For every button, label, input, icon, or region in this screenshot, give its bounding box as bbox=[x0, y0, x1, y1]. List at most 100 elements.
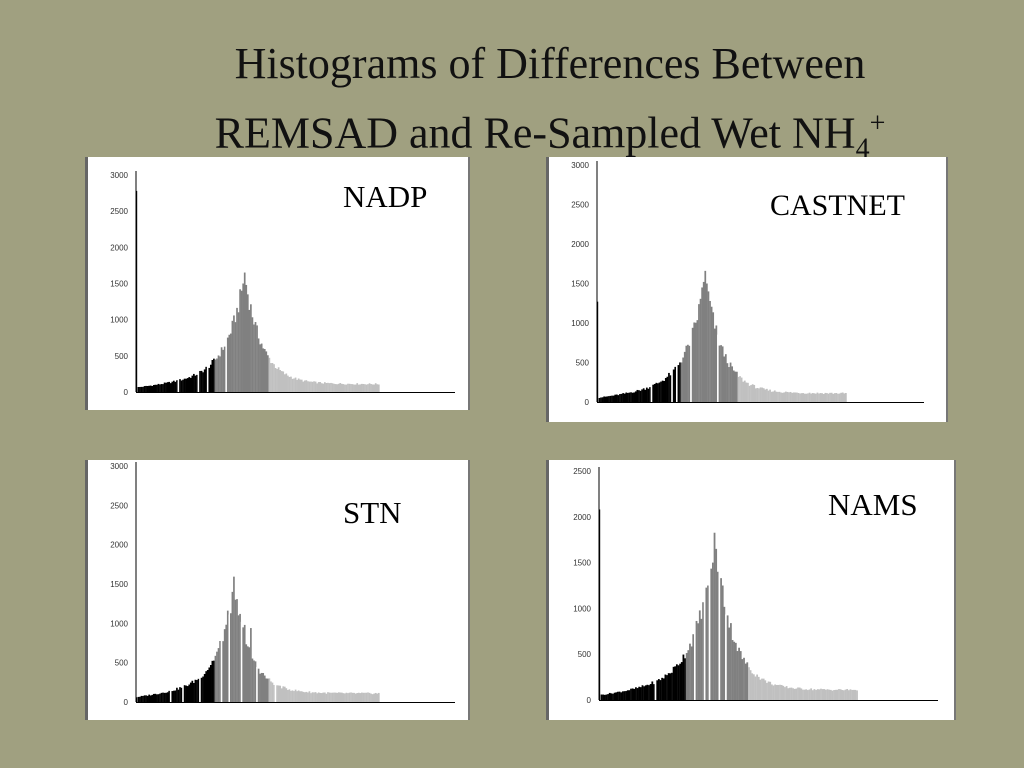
histogram-bar bbox=[795, 688, 798, 700]
histogram-bar bbox=[246, 646, 249, 702]
histogram-bar bbox=[337, 692, 340, 702]
histogram-bar bbox=[316, 383, 318, 392]
histogram-bar bbox=[815, 690, 817, 700]
histogram-bar bbox=[611, 395, 613, 402]
histogram-bar bbox=[320, 383, 323, 392]
histogram-bar bbox=[376, 693, 379, 702]
histogram-bar bbox=[270, 681, 272, 702]
histogram-bar bbox=[767, 681, 770, 700]
histogram-bar bbox=[282, 686, 285, 702]
histogram-bar bbox=[345, 384, 348, 392]
histogram-bar bbox=[274, 682, 277, 702]
histogram-bar bbox=[209, 665, 212, 702]
histogram-bar bbox=[205, 671, 208, 702]
histogram-bar bbox=[733, 641, 736, 700]
histogram-bar bbox=[350, 384, 352, 392]
histogram-bar bbox=[608, 692, 611, 700]
histogram-bar bbox=[829, 689, 832, 700]
histogram-bar bbox=[251, 658, 254, 702]
histogram-bar bbox=[821, 689, 824, 700]
y-tick-label: 2500 bbox=[573, 467, 591, 476]
histogram-bar bbox=[243, 272, 246, 392]
histogram-bar bbox=[330, 692, 332, 702]
histogram-bar bbox=[788, 392, 790, 402]
histogram-bar bbox=[370, 384, 372, 392]
histogram-bar bbox=[299, 691, 302, 702]
histogram-bar bbox=[359, 693, 362, 702]
histogram-bar bbox=[840, 392, 843, 402]
histogram-bar bbox=[293, 378, 295, 392]
histogram-bar bbox=[726, 363, 729, 402]
histogram-bar bbox=[617, 395, 620, 402]
histogram-bar bbox=[168, 381, 171, 392]
histogram-bar bbox=[661, 677, 664, 700]
histogram-bar bbox=[628, 392, 631, 402]
histogram-bar bbox=[787, 688, 790, 700]
histogram-bar bbox=[226, 610, 229, 702]
histogram-bar bbox=[197, 678, 200, 702]
histogram-bar bbox=[807, 393, 809, 402]
histogram-bar bbox=[257, 338, 260, 392]
histogram-bar bbox=[157, 694, 160, 702]
histogram-bar bbox=[617, 691, 619, 700]
histogram-bar bbox=[810, 688, 813, 700]
histogram-bar bbox=[680, 662, 683, 700]
title-line-2-main: REMSAD and Re-Sampled Wet NH bbox=[214, 108, 856, 158]
histogram-bar bbox=[638, 390, 640, 402]
histogram-bar bbox=[664, 377, 667, 402]
histogram-bar bbox=[206, 365, 209, 392]
histogram-bar bbox=[806, 690, 809, 700]
histogram-bar bbox=[176, 687, 178, 702]
histogram-bar bbox=[816, 689, 819, 700]
histogram-bar bbox=[639, 687, 642, 700]
histogram-bar bbox=[188, 684, 191, 702]
histogram-bar bbox=[348, 383, 351, 392]
y-tick-label: 3000 bbox=[110, 171, 128, 180]
histogram-bar bbox=[784, 687, 786, 700]
histogram-bar bbox=[747, 382, 749, 402]
histogram-nams: 0 500 1000 1500 2000 2500 bbox=[573, 467, 938, 705]
histogram-bar bbox=[257, 668, 260, 702]
histogram-bar bbox=[260, 343, 263, 392]
histogram-bar bbox=[779, 684, 781, 700]
histogram-bar bbox=[199, 676, 201, 702]
histogram-bar bbox=[663, 381, 666, 402]
histogram-bar bbox=[159, 693, 161, 702]
histogram-bar bbox=[716, 571, 719, 700]
y-tick-label: 0 bbox=[587, 696, 592, 705]
histogram-bar bbox=[623, 691, 626, 700]
histogram-bar bbox=[620, 393, 623, 402]
histogram-bar bbox=[839, 689, 842, 700]
histogram-bar bbox=[263, 675, 266, 702]
histogram-bar bbox=[266, 678, 269, 702]
histogram-bar bbox=[302, 381, 305, 392]
histogram-bar bbox=[748, 385, 751, 402]
histogram-bar bbox=[250, 304, 252, 392]
histogram-bar bbox=[671, 369, 673, 402]
histogram-bar bbox=[751, 673, 754, 700]
histogram-bar bbox=[845, 392, 847, 402]
histogram-bar bbox=[672, 666, 675, 700]
histogram-bar bbox=[287, 375, 289, 392]
histogram-bar bbox=[677, 665, 680, 700]
histogram-bar bbox=[770, 684, 773, 700]
histogram-bar bbox=[174, 690, 177, 702]
histogram-bar bbox=[713, 328, 716, 402]
histogram-bar bbox=[826, 689, 829, 700]
histogram-bar bbox=[601, 397, 604, 402]
histogram-bar bbox=[630, 688, 632, 700]
histogram-bar bbox=[773, 390, 776, 402]
histogram-bar bbox=[179, 379, 181, 392]
histogram-bar bbox=[685, 345, 688, 402]
histogram-bar bbox=[327, 692, 329, 702]
histogram-bar bbox=[219, 641, 221, 702]
histogram-bar bbox=[354, 693, 357, 702]
y-tick-label: 1500 bbox=[573, 559, 591, 568]
histogram-bar bbox=[302, 691, 305, 702]
histogram-bar bbox=[361, 383, 363, 392]
histogram-bar bbox=[766, 388, 768, 402]
y-tick-label: 500 bbox=[578, 650, 592, 659]
histogram-bar bbox=[751, 384, 754, 402]
histogram-bar bbox=[639, 390, 642, 402]
histogram-bar bbox=[145, 695, 147, 702]
